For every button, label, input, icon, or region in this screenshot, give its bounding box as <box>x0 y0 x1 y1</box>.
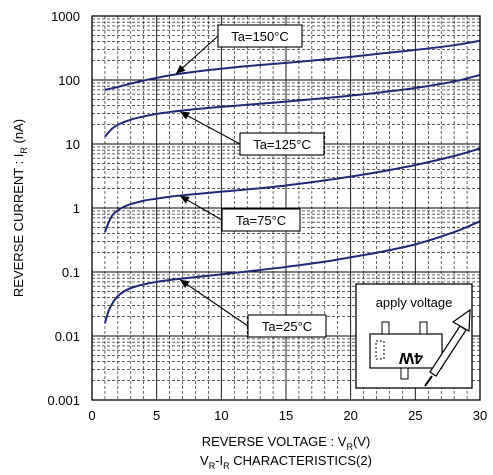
axis-ticks: 0 5 10 15 20 25 30 0.001 0.01 0.1 1 10 100 1000 <box>47 9 487 423</box>
annotation-label: Ta=75°C <box>236 213 286 228</box>
plot-frame <box>91 15 481 401</box>
y-tick-label: 1 <box>73 201 80 216</box>
annotation-leader <box>175 35 219 75</box>
annotation-arrowhead <box>179 195 190 204</box>
x-axis-title: REVERSE VOLTAGE : VR(V) <box>202 434 371 452</box>
y-tick-label: 0.01 <box>55 329 80 344</box>
annotation-arrowhead <box>176 64 186 74</box>
series-line <box>103 147 481 233</box>
x-tick-label: 15 <box>279 408 293 423</box>
annotation-callout: Ta=25°C <box>179 279 327 338</box>
chart-caption: VR-IR CHARACTERISTICS(2) <box>200 453 372 471</box>
annotation-callout: Ta=75°C <box>179 195 301 232</box>
annotation-box <box>239 132 325 156</box>
annotation-arrowhead <box>179 111 190 120</box>
annotation-box <box>247 314 327 338</box>
y-axis-title: REVERSE CURRENT : IR (nA) <box>11 119 29 297</box>
y-tick-label: 0.001 <box>47 393 80 408</box>
x-tick-label: 25 <box>408 408 422 423</box>
x-tick-label: 10 <box>214 408 228 423</box>
annotation-callout: Ta=150°C <box>175 24 303 75</box>
series-line <box>103 220 481 324</box>
annotation-box <box>217 24 303 48</box>
annotation-label: Ta=125°C <box>253 137 311 152</box>
probe-arrow-icon <box>424 308 471 387</box>
y-tick-label: 100 <box>58 73 80 88</box>
annotation-label: Ta=25°C <box>262 319 312 334</box>
x-tick-label: 30 <box>473 408 487 423</box>
x-tick-label: 5 <box>153 408 160 423</box>
annotation-leader <box>179 279 249 327</box>
annotation-callout: Ta=125°C <box>179 111 325 156</box>
x-tick-label: 20 <box>343 408 357 423</box>
series-lines <box>103 39 481 324</box>
annotation-label: Ta=150°C <box>231 29 289 44</box>
annotation-leader <box>179 111 241 145</box>
inset-apply-voltage: apply voltage 4W <box>355 283 473 389</box>
y-tick-label: 10 <box>66 137 80 152</box>
y-tick-label: 1000 <box>51 9 80 24</box>
y-tick-label: 0.1 <box>62 265 80 280</box>
inset-label: apply voltage <box>376 295 453 310</box>
series-line <box>104 73 481 138</box>
diode-package-icon: 4W <box>369 321 443 380</box>
part-marking: 4W <box>398 349 423 366</box>
series-line <box>104 39 481 91</box>
x-tick-label: 0 <box>88 408 95 423</box>
annotations: Ta=150°C Ta=125°C Ta=75°C Ta=25°C <box>175 24 327 338</box>
annotation-box <box>221 208 301 232</box>
annotation-arrowhead <box>179 279 190 289</box>
